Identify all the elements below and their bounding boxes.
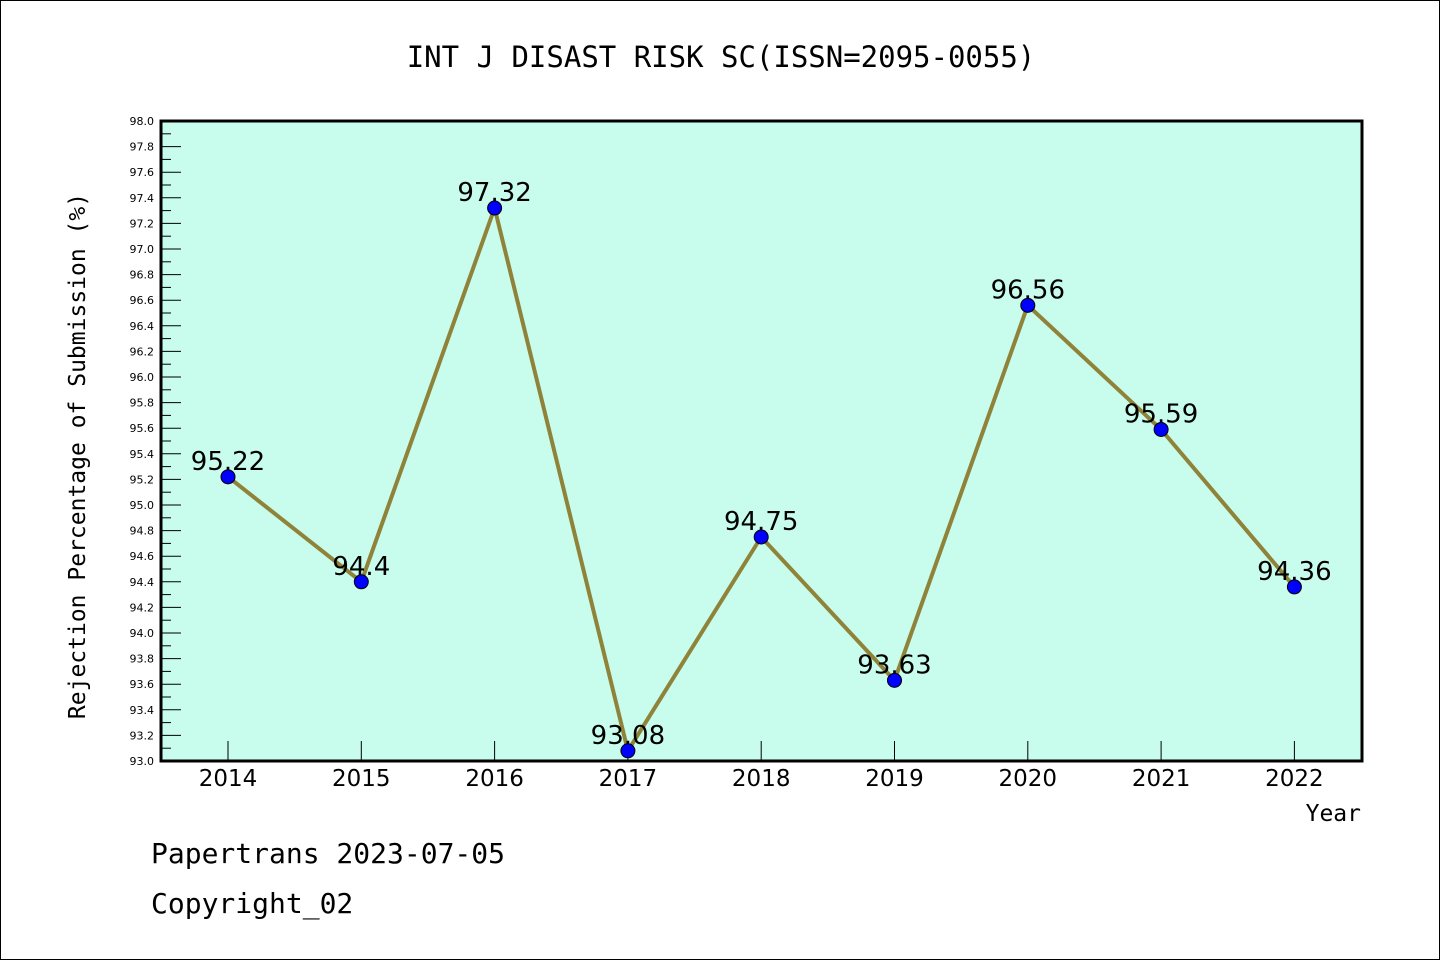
y-tick-label: 97.8 (130, 141, 155, 154)
data-point-label: 95.22 (191, 447, 265, 477)
y-tick-label: 95.6 (130, 422, 155, 435)
y-tick-label: 94.0 (130, 627, 155, 640)
data-point-marker (353, 574, 369, 590)
y-tick-label: 98.0 (130, 115, 155, 128)
x-tick-label: 2021 (1132, 766, 1191, 792)
y-tick-label: 96.6 (130, 294, 155, 307)
x-tick-label: 2014 (199, 766, 258, 792)
y-tick-label: 93.0 (130, 755, 155, 768)
footer-copyright-text: Copyright_02 (151, 887, 354, 920)
y-tick-label: 95.0 (130, 499, 155, 512)
data-point-label: 94.75 (724, 507, 798, 537)
y-tick-label: 93.8 (130, 653, 155, 666)
y-tick-label: 97.4 (130, 192, 155, 205)
data-point-marker (220, 469, 236, 485)
y-axis-ticks: 93.0 93.2 93.4 93.6 93.8 94.0 94.2 94.4 94.6 94.8… (130, 115, 181, 768)
y-tick-label: 95.8 (130, 397, 155, 410)
data-point-label: 94.4 (332, 552, 390, 582)
data-point-label: 94.36 (1257, 557, 1331, 587)
x-tick-label: 2015 (332, 766, 391, 792)
x-tick-label: 2018 (732, 766, 791, 792)
x-tick-label: 2022 (1265, 766, 1324, 792)
y-tick-label: 94.2 (130, 601, 155, 614)
y-tick-label: 97.0 (130, 243, 155, 256)
data-labels: 95.22 94.4 97.32 93.08 94.75 93.63 96.56 95.59 9… (191, 178, 1332, 751)
footer-date-text: Papertrans 2023-07-05 (151, 837, 506, 870)
y-tick-label: 94.8 (130, 525, 155, 538)
y-axis-label: Rejection Percentage of Submission (%) (65, 193, 91, 719)
data-point-marker (1286, 579, 1302, 595)
y-tick-label: 93.6 (130, 678, 155, 691)
data-point-label: 95.59 (1124, 399, 1198, 429)
data-point-marker (753, 529, 769, 545)
data-point-marker (887, 672, 902, 688)
data-point-marker (1153, 421, 1169, 437)
x-axis-label: Year (1306, 801, 1361, 827)
data-point-label: 96.56 (991, 275, 1065, 305)
x-tick-label: 2016 (465, 766, 524, 792)
y-tick-label: 93.2 (130, 729, 155, 742)
y-tick-label: 94.4 (130, 576, 155, 589)
y-tick-label: 96.2 (130, 345, 155, 358)
y-tick-label: 95.2 (130, 473, 155, 486)
y-tick-label: 97.2 (130, 217, 155, 230)
y-tick-label: 97.6 (130, 166, 155, 179)
data-point-label: 97.32 (457, 178, 531, 208)
data-point-label: 93.63 (857, 650, 931, 680)
x-axis-ticks: 2014 2015 2016 2017 2018 2019 2020 2021 2022 (199, 741, 1324, 792)
plot-area (161, 121, 1362, 761)
chart-title: INT J DISAST RISK SC(ISSN=2095-0055) (407, 40, 1036, 74)
y-tick-label: 94.6 (130, 550, 155, 563)
data-point-marker (620, 743, 636, 759)
y-tick-label: 96.8 (130, 269, 155, 282)
data-point-label: 93.08 (591, 721, 665, 751)
y-tick-label: 95.4 (130, 448, 155, 461)
x-tick-label: 2020 (999, 766, 1058, 792)
y-tick-label: 96.0 (130, 371, 155, 384)
y-tick-label: 93.4 (130, 704, 155, 717)
plot-frame (159, 119, 1364, 763)
x-tick-label: 2017 (599, 766, 658, 792)
data-point-marker (1020, 297, 1036, 313)
data-markers (220, 200, 1302, 759)
y-tick-label: 96.4 (130, 320, 155, 333)
data-point-marker (487, 200, 503, 216)
x-tick-label: 2019 (865, 766, 924, 792)
